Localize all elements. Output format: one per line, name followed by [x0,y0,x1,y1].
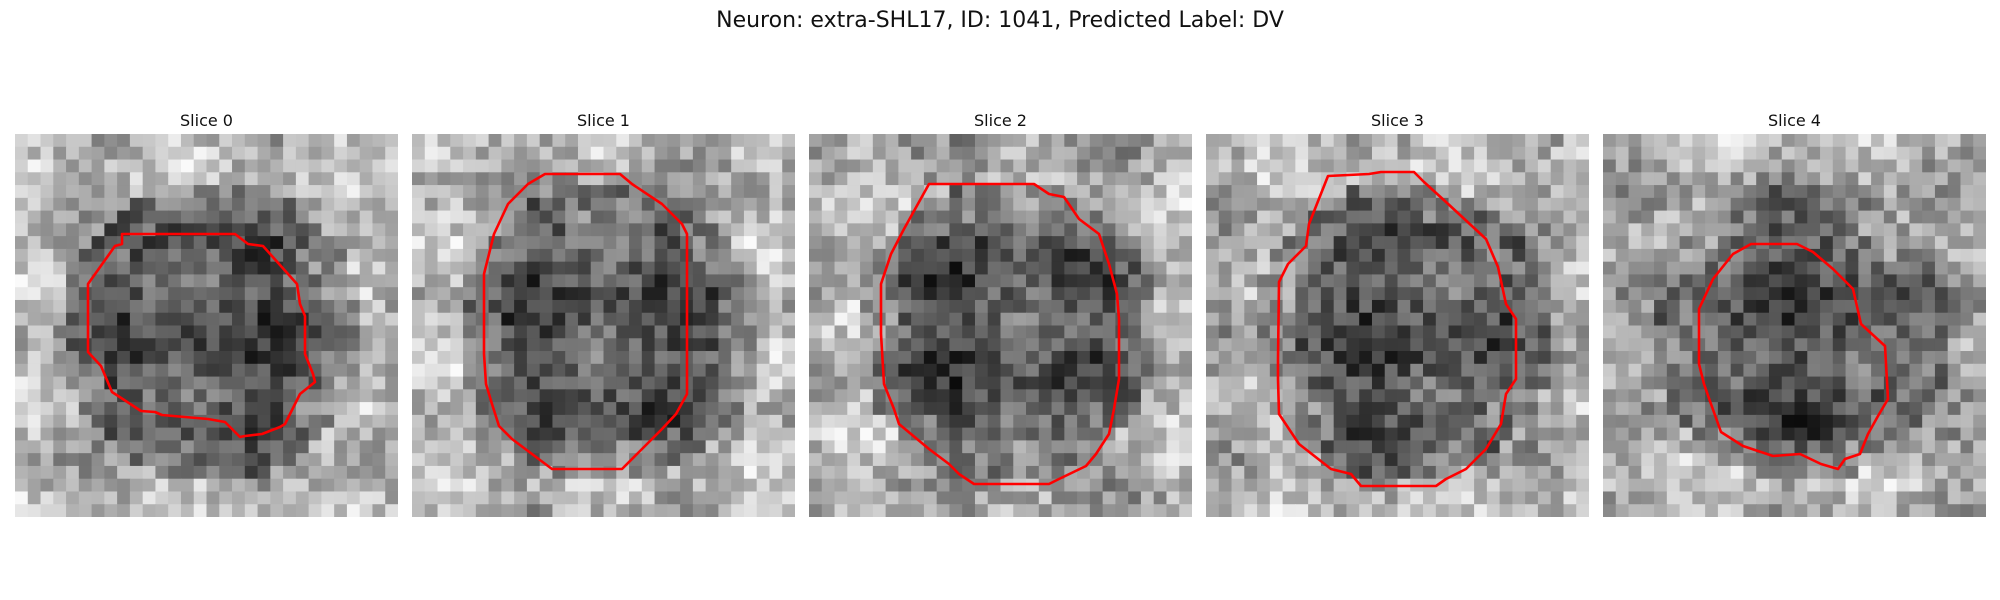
slice-title: Slice 4 [1603,110,1986,132]
slice-pixels [1206,134,1589,517]
slice-panel-0: Slice 0 [15,110,398,132]
slice-image [15,134,398,517]
slice-panel-3: Slice 3 [1206,110,1589,132]
slice-panel-1: Slice 1 [412,110,795,132]
slice-title: Slice 3 [1206,110,1589,132]
figure-title: Neuron: extra-SHL17, ID: 1041, Predicted… [0,8,2000,33]
slice-image [1603,134,1986,517]
slice-image [1206,134,1589,517]
slice-pixels [1603,134,1986,517]
slice-pixels [809,134,1192,517]
slice-panel-2: Slice 2 [809,110,1192,132]
slice-image [809,134,1192,517]
slice-title: Slice 2 [809,110,1192,132]
slice-title: Slice 1 [412,110,795,132]
slice-pixels [412,134,795,517]
slice-title: Slice 0 [15,110,398,132]
slice-pixels [15,134,398,517]
slice-image [412,134,795,517]
slice-panel-4: Slice 4 [1603,110,1986,132]
